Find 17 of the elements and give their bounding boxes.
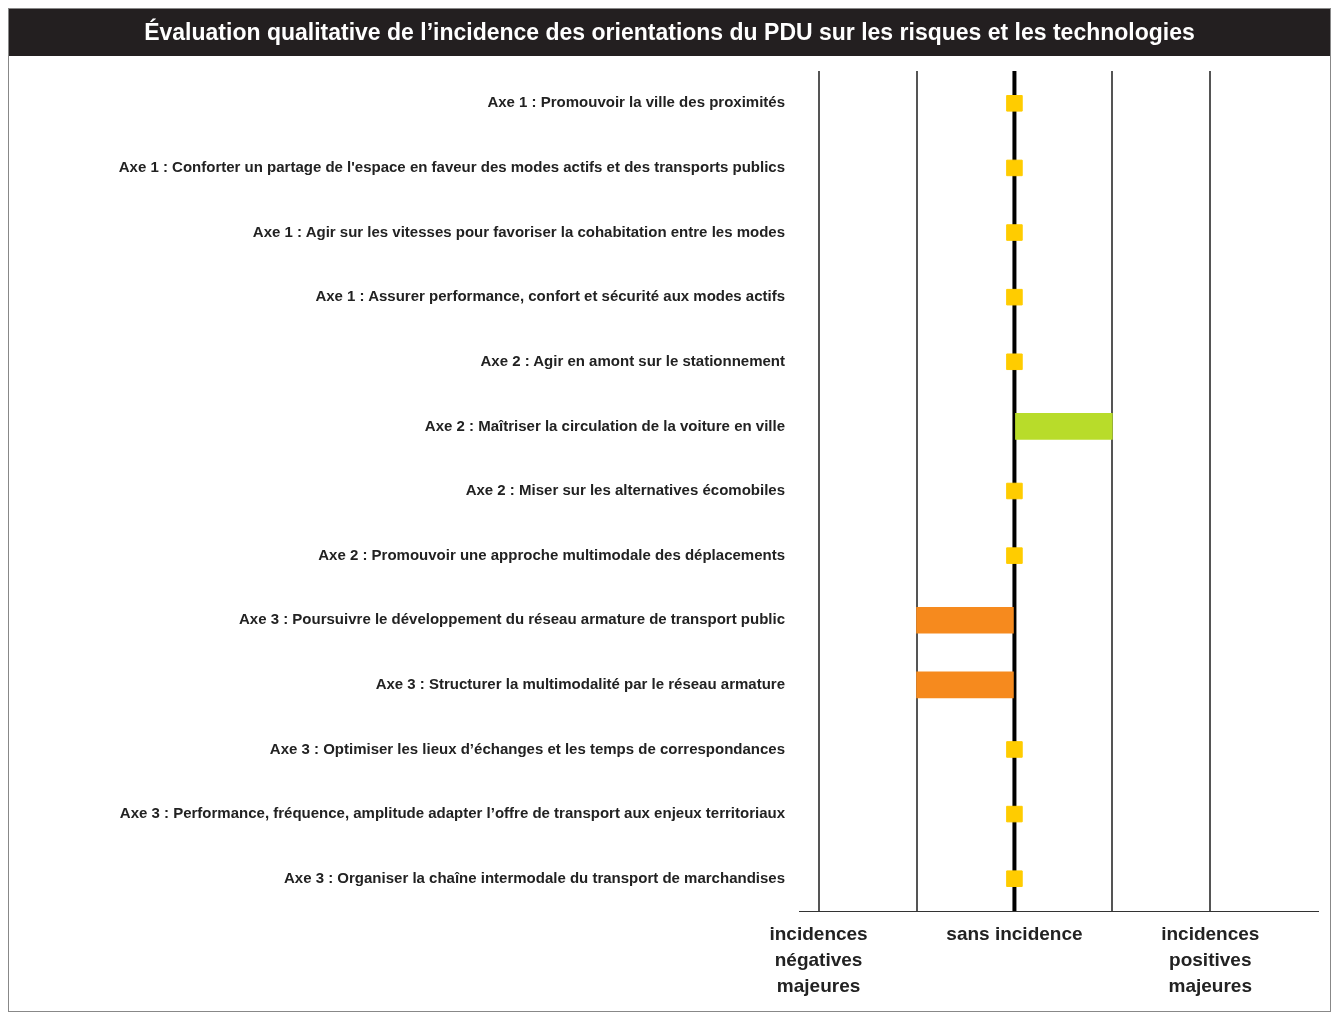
- y-tick-label: Axe 1 : Promouvoir la ville des proximités: [487, 93, 785, 111]
- y-tick-label: Axe 2 : Maîtriser la circulation de la voiture en ville: [424, 416, 785, 434]
- y-tick-label: Axe 2 : Agir en amont sur le stationnement: [480, 351, 785, 369]
- text: Évaluation qualitative de l’incidence des orientations du PDU sur les risques et les technologies: [9, 9, 1330, 56]
- y-tick-label: Axe 3 : Organiser la chaîne intermodale du transport de marchandises: [284, 868, 785, 886]
- y-tick-label: Axe 2 : Promouvoir une approche multimodale des déplacements: [318, 545, 785, 563]
- y-tick-label: Axe 1 : Assurer performance, confort et sécurité aux modes actifs: [315, 287, 785, 305]
- y-tick-label: Axe 3 : Structurer la multimodalité par le réseau armature: [375, 674, 785, 692]
- y-tick-label: Axe 2 : Miser sur les alternatives écomobiles: [465, 481, 785, 499]
- text: incidences négatives majeures: [769, 922, 868, 996]
- text: incidences positives majeures: [1161, 922, 1260, 996]
- text: sans incidence: [946, 922, 1083, 944]
- y-tick-label: Axe 3 : Optimiser les lieux d’échanges et les temps de correspondances: [269, 739, 785, 757]
- y-tick-label: Axe 1 : Conforter un partage de l'espace en faveur des modes actifs et des transports publics: [118, 158, 785, 176]
- y-tick-label: Axe 3 : Performance, fréquence, amplitude adapter l’offre de transport aux enjeux territoriaux: [119, 804, 786, 822]
- y-tick-label: Axe 3 : Poursuivre le développement du réseau armature de transport public: [239, 610, 785, 628]
- y-tick-label: Axe 1 : Agir sur les vitesses pour favoriser la cohabitation entre les modes: [252, 222, 785, 240]
